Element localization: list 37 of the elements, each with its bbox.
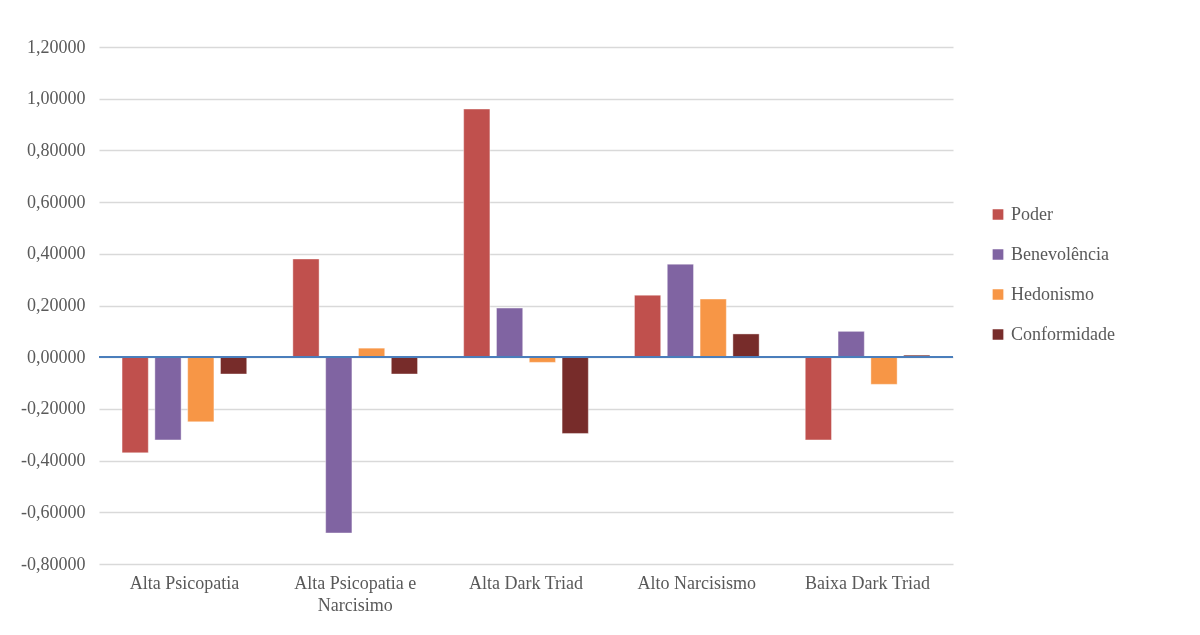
bar xyxy=(837,330,865,358)
bar xyxy=(804,356,833,441)
y-tick-label: -0,60000 xyxy=(21,501,86,522)
x-tick-label: Alto Narcisismo xyxy=(637,572,757,593)
y-tick-label: 0,00000 xyxy=(27,346,86,367)
bar xyxy=(870,356,898,385)
y-tick-label: 0,40000 xyxy=(27,243,86,264)
legend-label: Benevolência xyxy=(1011,243,1109,264)
bar xyxy=(463,108,491,358)
legend-label: Hedonismo xyxy=(1011,283,1094,304)
y-tick-label: 0,20000 xyxy=(27,295,86,315)
bar xyxy=(561,356,589,434)
legend-label: Conformidade xyxy=(1011,323,1115,344)
bar xyxy=(292,258,320,358)
bar xyxy=(187,356,215,423)
y-tick-label: 1,20000 xyxy=(27,36,86,57)
bar xyxy=(699,298,727,358)
y-tick-label: 0,60000 xyxy=(27,191,86,212)
bar xyxy=(154,356,182,441)
bar xyxy=(495,307,524,358)
x-tick-label: Alta Psicopatia xyxy=(129,572,240,593)
y-tick-label: 1,00000 xyxy=(27,88,86,109)
x-tick-label: Alta Dark Triad xyxy=(469,572,583,593)
legend-label: Poder xyxy=(1011,203,1053,224)
y-tick-label: 0,80000 xyxy=(27,139,86,160)
bar xyxy=(666,263,695,358)
y-tick-label: -0,40000 xyxy=(21,450,86,471)
bar xyxy=(732,333,760,358)
bar xyxy=(325,356,353,534)
x-tick-label: Alta Psicopatia e Narcisimo xyxy=(294,572,417,615)
x-tick-label: Baixa Dark Triad xyxy=(805,572,931,593)
bar xyxy=(390,356,419,375)
bar xyxy=(121,356,149,454)
bar xyxy=(219,356,248,375)
y-tick-label: -0,80000 xyxy=(21,553,86,574)
bar xyxy=(633,294,662,358)
y-tick-label: -0,20000 xyxy=(21,398,86,419)
